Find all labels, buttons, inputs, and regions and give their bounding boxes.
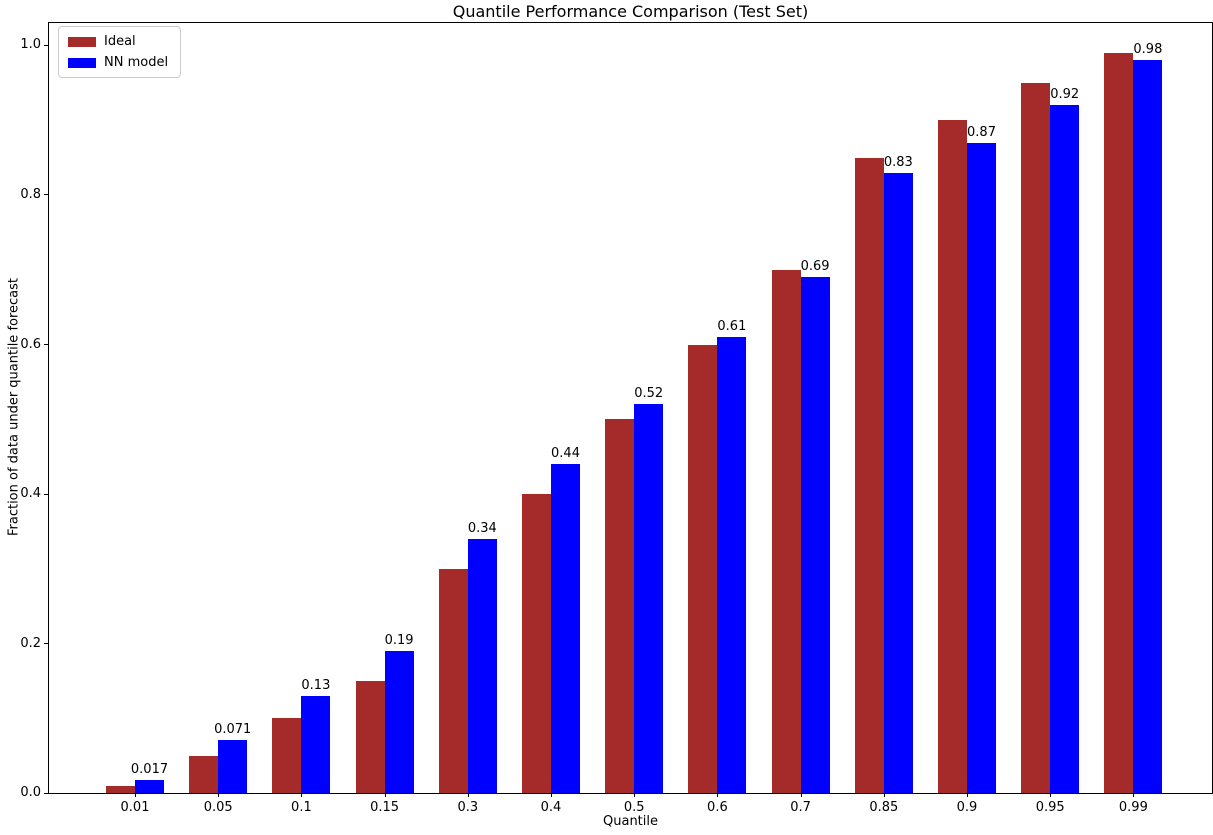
y-tick-label: 0.2 [20, 635, 41, 651]
bar-ideal [189, 755, 219, 793]
x-tick-mark [967, 793, 968, 797]
y-tick-mark [44, 493, 48, 495]
bar-ideal [522, 494, 551, 793]
bar-value-label: 0.19 [384, 633, 414, 648]
x-tick-mark [135, 793, 136, 797]
bar-value-label: 0.017 [130, 762, 169, 778]
x-tick-label: 0.6 [707, 800, 728, 815]
legend-entry-nn-model: NN model [68, 55, 168, 70]
x-tick-label: 0.95 [1035, 800, 1065, 815]
bar-nn-model [135, 780, 164, 793]
x-tick-label: 0.7 [790, 800, 811, 815]
bar-value-label: 0.071 [214, 721, 252, 737]
bar-nn-model [883, 172, 913, 793]
bar-value-label: 0.44 [551, 446, 580, 462]
x-axis-label: Quantile [603, 814, 658, 829]
plot-area: Ideal NN model 0.0 0.2 0.4 0.6 0.8 1.0 0.017 0.… [20, 22, 1213, 815]
bar-ideal [1104, 52, 1134, 793]
bar-nn-model [717, 337, 747, 793]
bar-nn-model [800, 277, 830, 793]
y-tick-mark [44, 344, 48, 345]
x-tick-mark [634, 793, 636, 797]
bar-nn-model [967, 142, 996, 793]
y-tick-label: 0.0 [20, 785, 41, 800]
bar-value-label: 0.83 [883, 154, 913, 170]
y-tick-label: 0.4 [20, 486, 41, 501]
y-tick-mark [44, 44, 48, 46]
bar-nn-model [1050, 105, 1080, 793]
bar-ideal [688, 344, 718, 793]
legend: Ideal NN model [58, 26, 182, 78]
bar-value-label: 0.61 [717, 319, 747, 334]
bar-ideal [438, 568, 468, 793]
x-tick-mark [467, 793, 469, 797]
bar-nn-model [301, 695, 331, 793]
x-tick-mark [551, 793, 552, 797]
x-tick-label: 0.15 [370, 800, 400, 815]
bar-value-label: 0.87 [967, 124, 996, 140]
bar-ideal [854, 157, 884, 793]
bar-value-label: 0.98 [1133, 42, 1163, 58]
bar-nn-model [384, 651, 414, 793]
x-tick-label: 0.9 [956, 800, 978, 815]
y-tick-label: 0.6 [20, 336, 41, 352]
bar-ideal [106, 785, 135, 793]
x-tick-mark [384, 793, 386, 797]
bar-ideal [771, 269, 801, 793]
bar-nn-model [467, 538, 497, 793]
x-tick-label: 0.3 [457, 800, 479, 815]
bar-ideal [1021, 82, 1051, 793]
x-tick-mark [218, 793, 220, 797]
x-tick-label: 0.05 [203, 800, 233, 815]
legend-label-ideal: Ideal [104, 34, 136, 49]
bar-ideal [272, 718, 302, 793]
bar-value-label: 0.13 [301, 677, 331, 693]
legend-swatch-nn-model [68, 57, 96, 68]
legend-entry-ideal: Ideal [68, 34, 168, 49]
x-tick-label: 0.4 [540, 800, 562, 815]
bar-ideal [605, 419, 635, 793]
bar-value-label: 0.92 [1050, 87, 1080, 103]
bar-nn-model [1133, 60, 1163, 793]
bar-value-label: 0.34 [467, 520, 497, 536]
x-tick-mark [1133, 793, 1135, 797]
chart-title: Quantile Performance Comparison (Test Se… [452, 2, 809, 21]
x-tick-label: 0.5 [623, 800, 645, 815]
legend-label-nn-model: NN model [104, 55, 169, 70]
x-tick-mark [717, 793, 719, 797]
y-tick-label: 0.8 [20, 186, 41, 202]
bar-nn-model [218, 739, 248, 793]
bar-nn-model [551, 464, 580, 793]
x-tick-mark [800, 793, 802, 797]
y-tick-mark [44, 194, 48, 196]
x-tick-mark [1050, 793, 1052, 797]
bar-value-label: 0.52 [634, 386, 664, 402]
y-tick-mark [44, 792, 48, 794]
bar-nn-model [634, 404, 664, 793]
bar-ideal [355, 680, 385, 793]
x-tick-mark [883, 793, 885, 797]
x-tick-label: 0.99 [1118, 800, 1148, 815]
y-tick-label: 1.0 [20, 37, 41, 53]
x-tick-mark [301, 793, 303, 797]
legend-swatch-ideal [68, 36, 96, 47]
x-tick-label: 0.85 [869, 800, 899, 815]
x-tick-label: 0.01 [120, 800, 150, 815]
bar-value-label: 0.69 [800, 259, 830, 275]
x-tick-label: 0.1 [291, 800, 312, 815]
y-tick-mark [44, 643, 48, 644]
bar-ideal [938, 120, 967, 793]
